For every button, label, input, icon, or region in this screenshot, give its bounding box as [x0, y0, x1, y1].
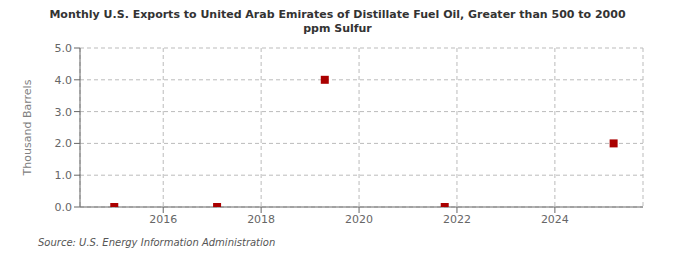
svg-text:2024: 2024 [541, 213, 569, 226]
svg-text:2018: 2018 [247, 213, 275, 226]
html-text:Source: U.S. Energy Informatio: Source: U.S. Energy Information Administ… [38, 237, 276, 248]
svg-text:3.0: 3.0 [55, 106, 73, 119]
svg-text:0.0: 0.0 [55, 201, 73, 214]
svg-text:Thousand Barrels: Thousand Barrels [21, 79, 34, 176]
html-text:ppm Sulfur: ppm Sulfur [303, 22, 372, 35]
html-text:Monthly U.S. Exports to United: Monthly U.S. Exports to United Arab Emir… [49, 8, 626, 21]
svg-text:2016: 2016 [149, 213, 177, 226]
svg-text:4.0: 4.0 [55, 74, 73, 87]
svg-text:2020: 2020 [345, 213, 373, 226]
svg-text:2022: 2022 [443, 213, 471, 226]
svg-text:2.0: 2.0 [55, 137, 73, 150]
svg-text:1.0: 1.0 [55, 169, 73, 182]
svg-text:5.0: 5.0 [55, 42, 73, 55]
